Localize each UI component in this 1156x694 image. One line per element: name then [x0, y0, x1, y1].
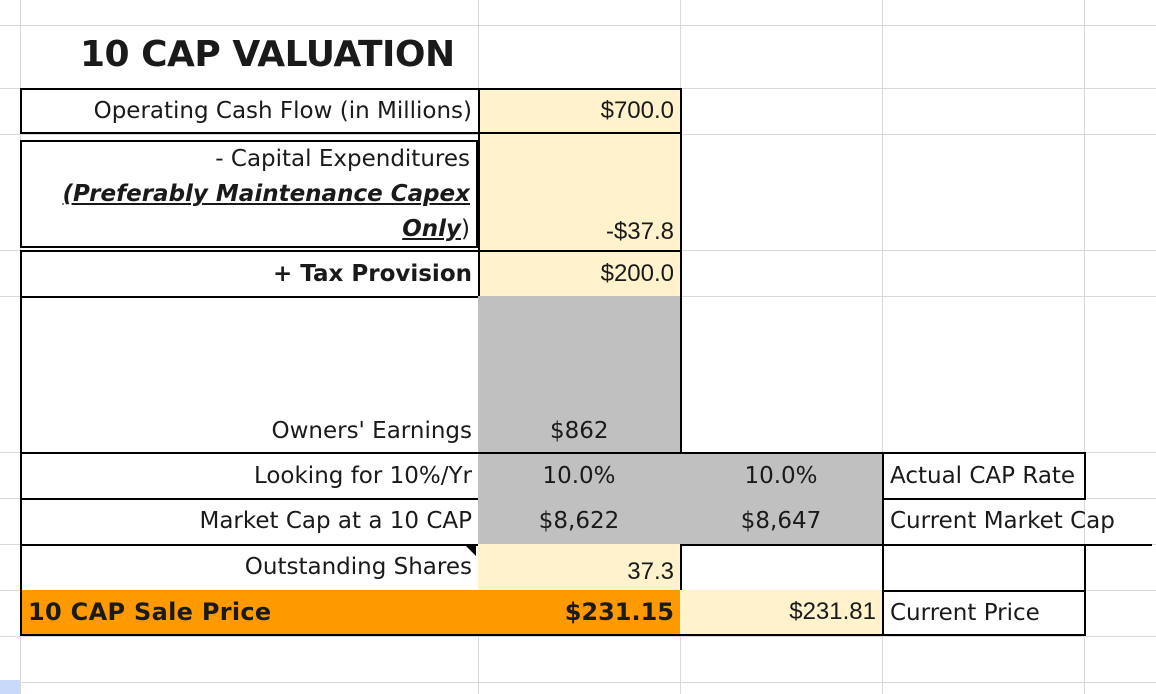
actual-cap-rate-value-cell[interactable]: 10.0%	[680, 452, 884, 500]
capex-label-line3-underlined: Only	[402, 216, 462, 242]
row-divider	[0, 25, 1156, 26]
sheet-title[interactable]: 10 CAP VALUATION	[80, 34, 455, 75]
sale-label-cell[interactable]: 10 CAP Sale Price	[20, 590, 480, 636]
mcap-label-cell[interactable]: Market Cap at a 10 CAP	[20, 498, 480, 546]
current-price-label-cell[interactable]: Current Price	[882, 590, 1086, 636]
tax-value-cell[interactable]: $200.0	[478, 250, 682, 298]
current-market-cap-label-cell[interactable]: Current Market Cap	[882, 498, 1152, 546]
capex-label-line2: (Preferably Maintenance Capex	[62, 181, 471, 207]
looking-value-cell[interactable]: 10.0%	[478, 452, 682, 500]
row-divider	[0, 636, 1156, 637]
capex-label-cell[interactable]: - Capital Expenditures (Preferably Maint…	[20, 140, 478, 248]
empty-bordered-cell[interactable]	[882, 544, 1086, 592]
owners-value-cell[interactable]: $862	[478, 296, 682, 452]
ocf-value-cell[interactable]: $700.0	[478, 88, 682, 134]
capex-label-line3: Only)	[22, 212, 470, 247]
looking-label-cell[interactable]: Looking for 10%/Yr	[20, 452, 480, 500]
capex-label-line1: - Capital Expenditures	[215, 146, 470, 172]
ocf-label-cell[interactable]: Operating Cash Flow (in Millions)	[20, 88, 480, 134]
current-price-value-cell[interactable]: $231.81	[680, 590, 884, 636]
comment-indicator-icon[interactable]	[466, 546, 476, 556]
row-divider	[0, 682, 1156, 683]
capex-value-cell[interactable]: -$37.8	[478, 134, 682, 250]
shares-label-cell[interactable]: Outstanding Shares	[20, 544, 480, 592]
tax-label-cell[interactable]: + Tax Provision	[20, 250, 480, 298]
current-market-cap-value-cell[interactable]: $8,647	[680, 498, 884, 546]
column-divider	[1084, 0, 1085, 694]
sale-value-cell[interactable]: $231.15	[478, 590, 682, 636]
selection-corner	[0, 680, 20, 694]
actual-cap-rate-label-cell[interactable]: Actual CAP Rate	[882, 452, 1086, 500]
shares-value-cell[interactable]: 37.3	[478, 544, 682, 592]
mcap-value-cell[interactable]: $8,622	[478, 498, 682, 546]
capex-label-line3-rest: )	[461, 216, 470, 242]
owners-label-cell[interactable]: Owners' Earnings	[20, 296, 480, 452]
column-divider	[882, 0, 883, 694]
